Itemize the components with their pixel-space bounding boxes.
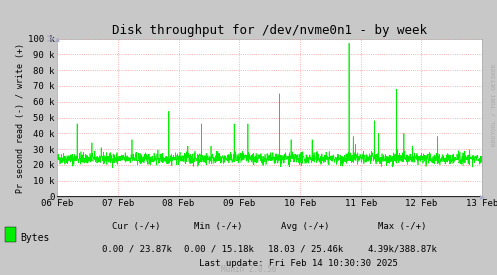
- Text: 0.00 / 15.18k: 0.00 / 15.18k: [184, 244, 253, 253]
- Text: Bytes: Bytes: [20, 233, 49, 243]
- Text: RRDTOOL / TOBI OETIKER: RRDTOOL / TOBI OETIKER: [491, 63, 496, 146]
- Text: 18.03 / 25.46k: 18.03 / 25.46k: [268, 244, 343, 253]
- Y-axis label: Pr second read (-) / write (+): Pr second read (-) / write (+): [16, 43, 25, 192]
- Text: Munin 2.0.56: Munin 2.0.56: [221, 265, 276, 274]
- Text: 4.39k/388.87k: 4.39k/388.87k: [368, 244, 437, 253]
- Text: 0.00 / 23.87k: 0.00 / 23.87k: [102, 244, 171, 253]
- Text: Max (-/+): Max (-/+): [378, 222, 427, 231]
- Text: Avg (-/+): Avg (-/+): [281, 222, 330, 231]
- Title: Disk throughput for /dev/nvme0n1 - by week: Disk throughput for /dev/nvme0n1 - by we…: [112, 24, 427, 37]
- Text: Min (-/+): Min (-/+): [194, 222, 243, 231]
- Text: Cur (-/+): Cur (-/+): [112, 222, 161, 231]
- Text: Last update: Fri Feb 14 10:30:30 2025: Last update: Fri Feb 14 10:30:30 2025: [199, 260, 398, 268]
